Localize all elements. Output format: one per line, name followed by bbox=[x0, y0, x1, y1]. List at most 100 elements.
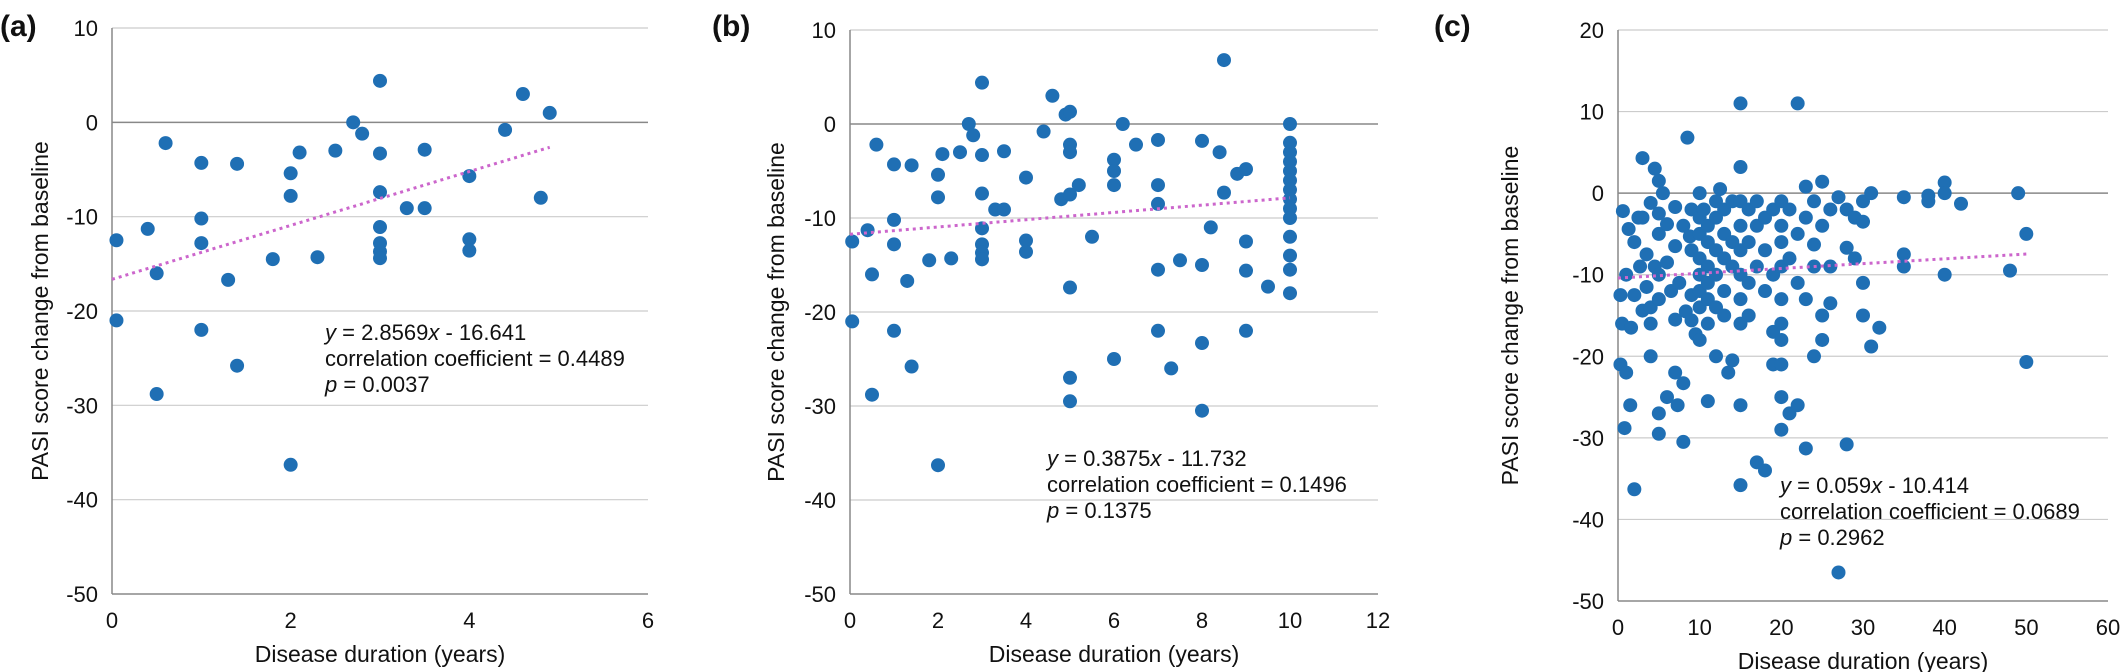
data-point bbox=[975, 148, 989, 163]
data-point bbox=[1774, 422, 1789, 437]
data-point bbox=[1627, 288, 1642, 303]
data-point bbox=[1107, 164, 1121, 178]
data-point bbox=[1239, 234, 1253, 249]
data-point bbox=[1807, 194, 1821, 209]
data-point bbox=[1700, 316, 1715, 331]
equation-y: y bbox=[323, 320, 338, 345]
x-tick-label: 20 bbox=[1769, 615, 1793, 640]
data-point bbox=[373, 251, 387, 266]
y-tick-label: -10 bbox=[1572, 263, 1604, 288]
data-point bbox=[1676, 434, 1691, 449]
data-point bbox=[1651, 173, 1666, 188]
data-point bbox=[1790, 275, 1805, 290]
x-axis-title: Disease duration (years) bbox=[255, 641, 506, 667]
panel-b: -50 -40 -30 -20 -10 0 10 0 2 4 6 8 10 12 Disease durat… bbox=[712, 10, 1390, 667]
data-point bbox=[1617, 421, 1632, 436]
data-point bbox=[869, 137, 884, 152]
y-tick-label: -20 bbox=[1572, 344, 1604, 369]
data-point bbox=[1717, 284, 1732, 299]
x-tick-label: 12 bbox=[1366, 608, 1390, 633]
data-point bbox=[1758, 284, 1772, 299]
data-point bbox=[1151, 262, 1165, 277]
equation-y: y bbox=[1778, 473, 1793, 498]
data-point bbox=[1823, 296, 1838, 311]
data-point bbox=[1733, 96, 1748, 111]
p-symbol: p bbox=[1046, 498, 1059, 523]
data-point bbox=[310, 250, 325, 265]
data-point bbox=[1019, 170, 1033, 185]
data-point bbox=[417, 201, 432, 216]
equation-x: x bbox=[427, 320, 440, 345]
data-point bbox=[1774, 332, 1789, 347]
data-point bbox=[1807, 349, 1821, 364]
data-point bbox=[194, 322, 209, 337]
y-tick-label: -10 bbox=[804, 206, 836, 231]
data-point bbox=[1937, 267, 1952, 282]
data-point bbox=[1839, 240, 1854, 255]
panel-label: (c) bbox=[1434, 10, 1471, 43]
data-point bbox=[373, 220, 387, 235]
data-point bbox=[887, 323, 901, 338]
data-point bbox=[1613, 288, 1628, 303]
data-point bbox=[1639, 247, 1654, 262]
data-point bbox=[1283, 229, 1297, 244]
data-point bbox=[1676, 218, 1691, 233]
x-tick-label: 30 bbox=[1851, 615, 1875, 640]
data-point bbox=[355, 126, 370, 141]
data-point bbox=[1700, 394, 1715, 409]
p-value-label: p = 0.0037 bbox=[324, 372, 430, 397]
data-point bbox=[1651, 226, 1666, 241]
x-tick-label: 60 bbox=[2096, 615, 2120, 640]
data-point bbox=[1856, 214, 1870, 229]
y-tick-label: 10 bbox=[1580, 100, 1604, 125]
p-value: = 0.0037 bbox=[337, 372, 429, 397]
data-point bbox=[1721, 365, 1736, 380]
correlation-label: correlation coefficient = 0.4489 bbox=[325, 346, 625, 371]
data-point bbox=[1717, 308, 1732, 323]
data-point bbox=[1815, 174, 1830, 189]
data-point bbox=[1619, 267, 1634, 282]
data-point bbox=[462, 232, 477, 247]
data-point bbox=[2019, 354, 2034, 369]
data-point bbox=[283, 166, 298, 181]
x-tick-label: 8 bbox=[1196, 608, 1208, 633]
data-point bbox=[1823, 202, 1838, 217]
data-point bbox=[1283, 262, 1297, 277]
data-point bbox=[1954, 196, 1968, 211]
data-point bbox=[1790, 96, 1805, 111]
y-tick-label: -50 bbox=[1572, 589, 1604, 614]
data-point bbox=[1063, 370, 1077, 385]
data-point bbox=[1239, 323, 1253, 338]
data-point bbox=[931, 167, 945, 182]
data-point bbox=[1668, 239, 1683, 254]
panel-a: -50 -40 -30 -20 -10 0 10 0 2 4 6 Disease duration (… bbox=[0, 10, 654, 667]
data-point bbox=[1164, 361, 1179, 376]
p-symbol: p bbox=[1779, 525, 1792, 550]
data-point bbox=[1036, 124, 1051, 139]
p-value-label: p = 0.1375 bbox=[1046, 498, 1152, 523]
data-point bbox=[1217, 185, 1231, 200]
data-point bbox=[1782, 202, 1797, 217]
y-tick-label: 0 bbox=[1592, 181, 1604, 206]
data-point bbox=[1921, 194, 1936, 209]
data-point bbox=[1709, 267, 1723, 282]
y-tick-label: -10 bbox=[66, 205, 98, 230]
data-point bbox=[498, 122, 513, 137]
equation-label: y = 0.3875x - 11.732 bbox=[1045, 446, 1247, 471]
data-point bbox=[1045, 88, 1060, 103]
panel-label: (a) bbox=[0, 10, 37, 43]
x-tick-label: 6 bbox=[1108, 608, 1120, 633]
data-point bbox=[1660, 217, 1674, 232]
y-tick-label: -20 bbox=[66, 299, 98, 324]
data-point bbox=[931, 458, 945, 473]
data-point bbox=[1676, 376, 1691, 391]
data-point bbox=[1627, 482, 1642, 497]
data-point bbox=[194, 236, 209, 251]
data-point bbox=[1798, 179, 1813, 194]
data-point bbox=[515, 87, 530, 102]
trend-line bbox=[111, 145, 551, 281]
data-point bbox=[1815, 332, 1830, 347]
data-point bbox=[1173, 253, 1187, 268]
data-point bbox=[975, 186, 989, 201]
data-point bbox=[1790, 226, 1805, 241]
